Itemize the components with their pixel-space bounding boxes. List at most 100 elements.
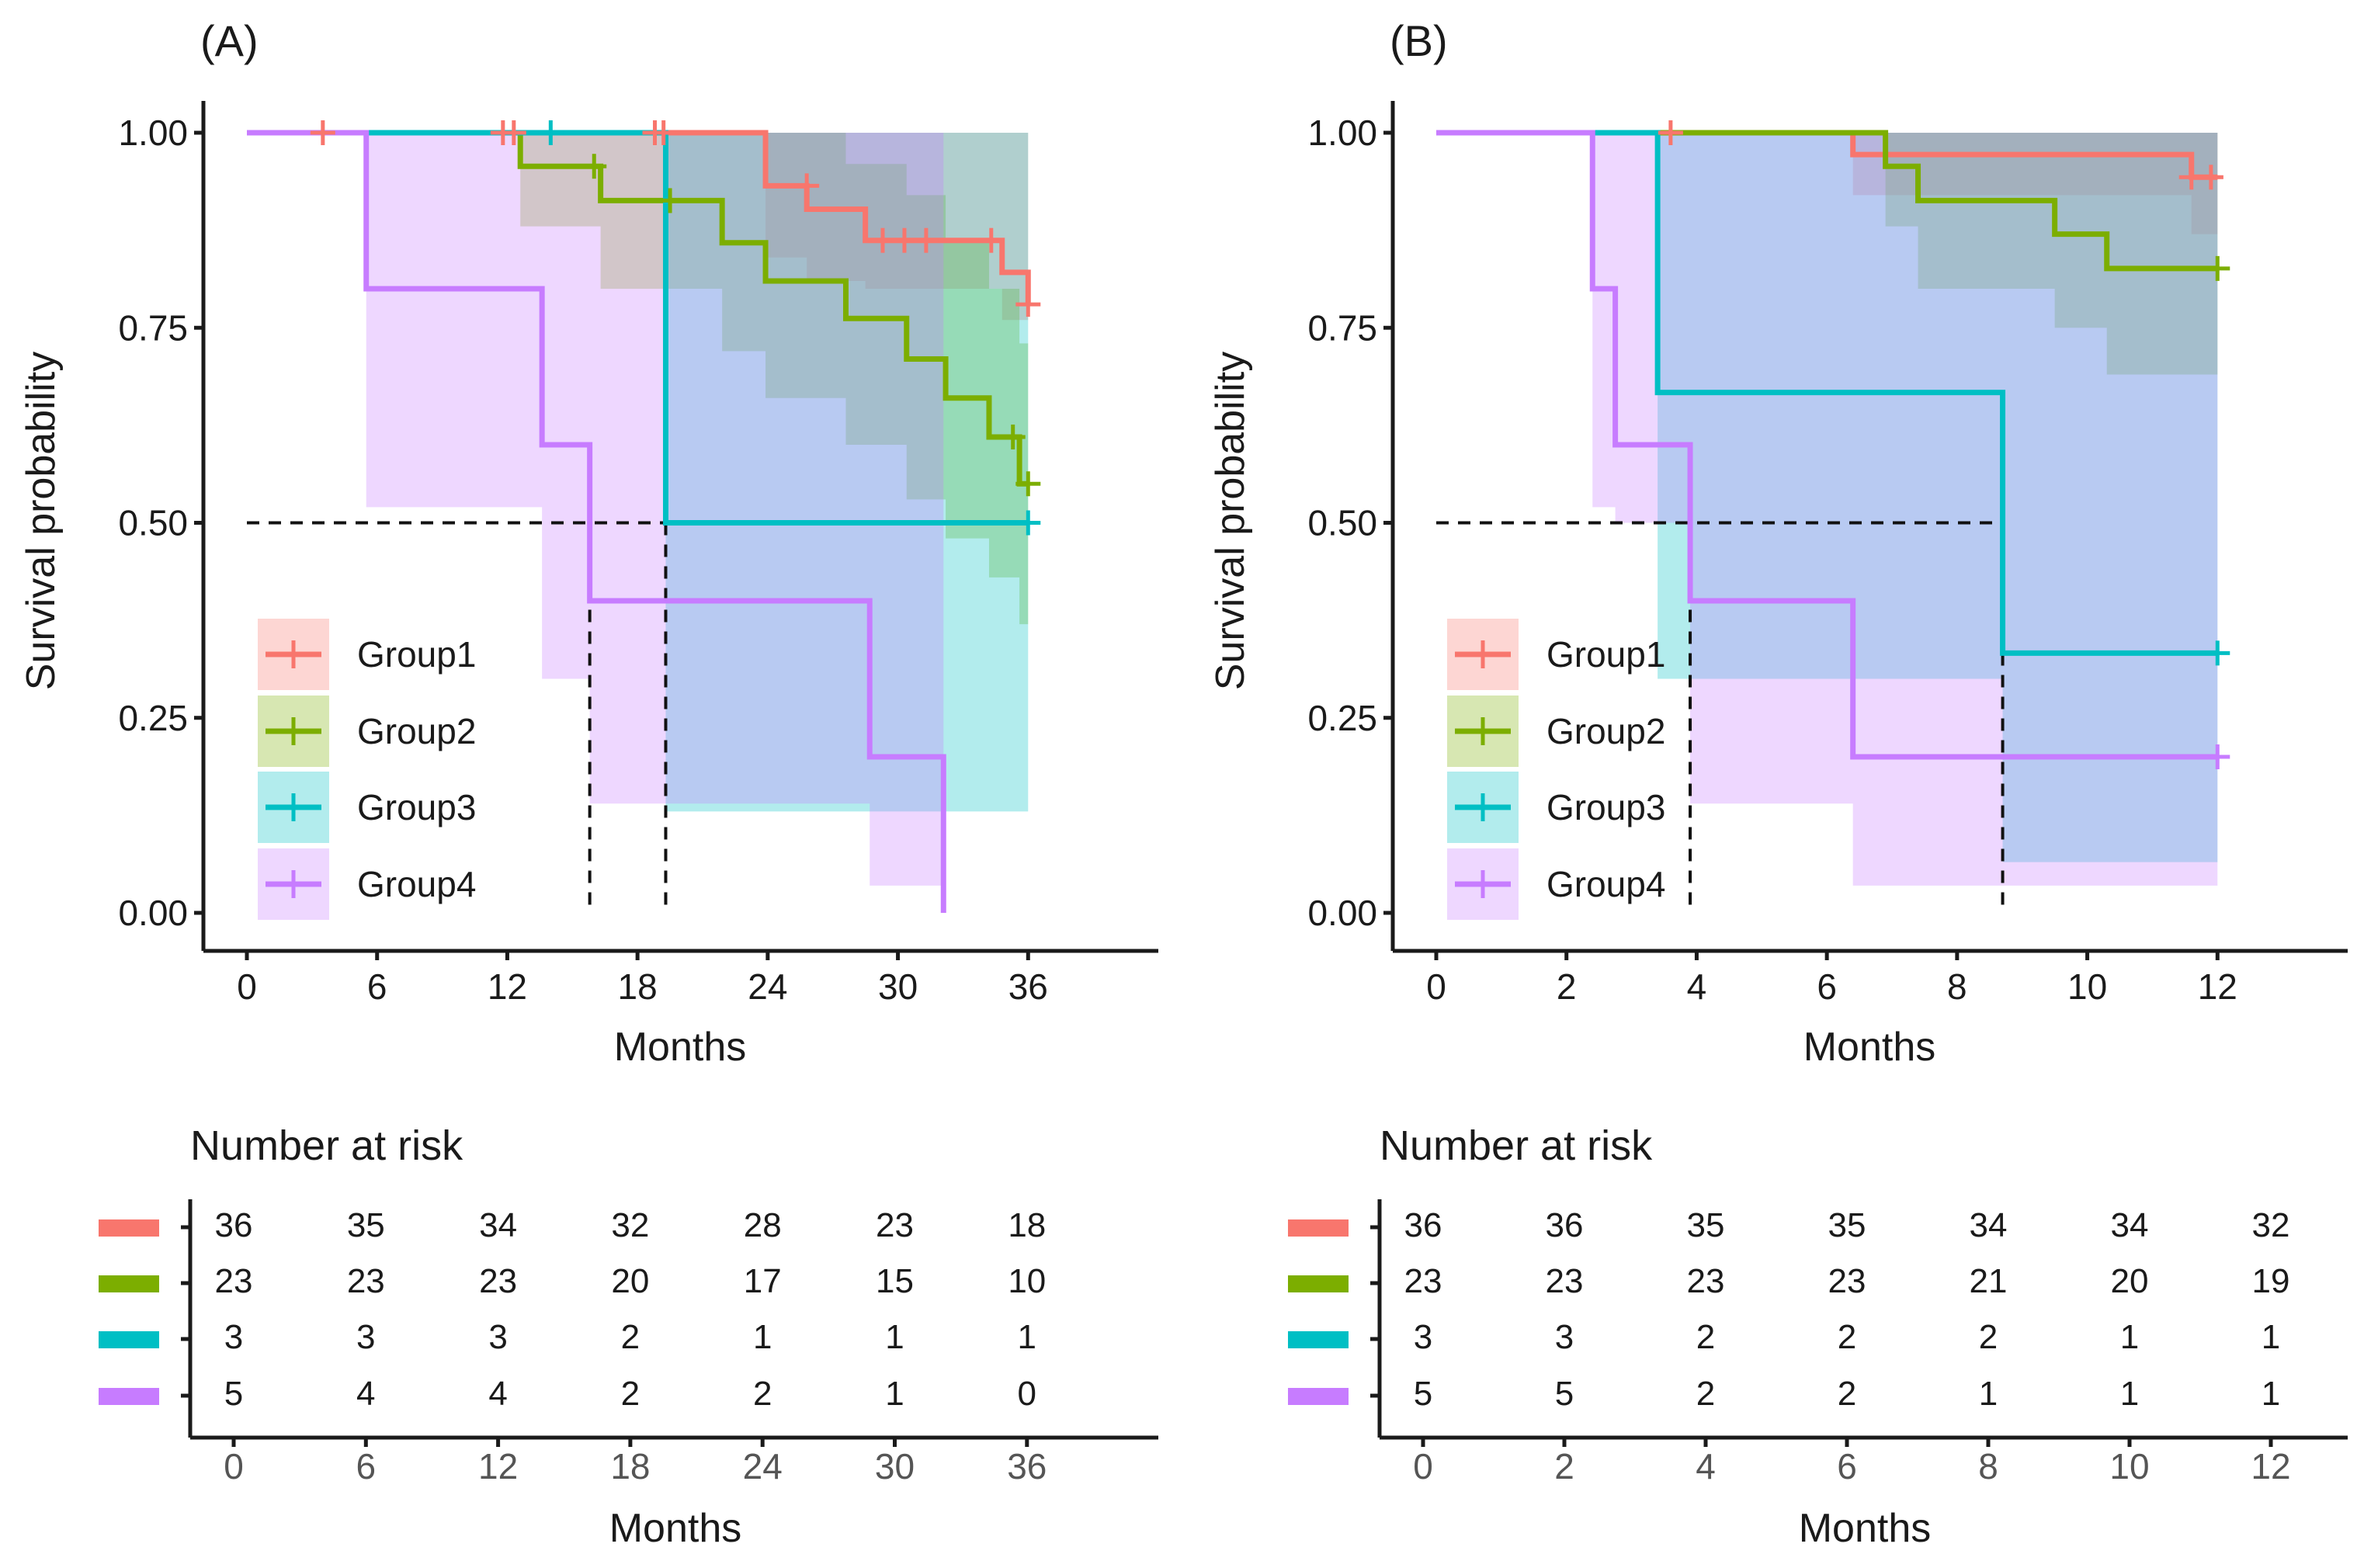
panel-a-censor-group1-5	[651, 120, 676, 145]
panel-b: (B) Survival probability Months Number a…	[1208, 16, 2348, 1551]
panel-a-risk-cell: 4	[488, 1375, 507, 1413]
panel-a-risk-x-axis-title: Months	[609, 1506, 742, 1551]
panel-a-risk-x-tick-label: 30	[875, 1446, 915, 1486]
panel-a-risk-cell: 3	[488, 1318, 507, 1356]
panel-a-censor-group1-6	[794, 173, 820, 199]
panel-a-censor-group3-1	[538, 120, 564, 145]
panel-b-risk-cell: 34	[1970, 1206, 2008, 1244]
panel-b-curve-group3	[1436, 130, 2218, 656]
panel-a-risk-cell: 28	[744, 1206, 782, 1244]
panel-b-censor-group1-3	[2198, 165, 2223, 190]
panel-b-risk-cell: 36	[1546, 1206, 1584, 1244]
panel-b-risk-cell: 35	[1687, 1206, 1725, 1244]
panel-a-risk-cell: 23	[347, 1262, 385, 1300]
panel-a-curve-group1	[247, 130, 1031, 305]
panel-a-legend-label-group1: Group1	[357, 634, 476, 675]
panel-a-censor-group1-10	[978, 227, 1004, 253]
panel-a: (A) Survival probability Months Number a…	[19, 16, 1158, 1551]
panel-b-risk-cell: 1	[1979, 1375, 1998, 1413]
panel-a-risk-cell: 34	[479, 1206, 517, 1244]
panel-b-risk-table: 0362335236233543523226352322834212110342…	[1288, 1199, 2348, 1486]
panel-b-risk-x-tick-label: 12	[2251, 1446, 2290, 1486]
panel-a-risk-cell: 35	[347, 1206, 385, 1244]
panel-b-legend-label-group4: Group4	[1546, 864, 1665, 904]
panel-b-risk-row-key-group1	[1288, 1219, 1349, 1237]
panel-b-risk-cell: 5	[1414, 1375, 1432, 1413]
panel-a-risk-row-key-group4	[99, 1388, 159, 1405]
panel-b-risk-cell: 32	[2252, 1206, 2290, 1244]
panel-a-censor-group1-8	[891, 227, 917, 253]
panel-b-censor-group4-1	[2205, 744, 2230, 769]
panel-a-risk-x-tick-label: 24	[743, 1446, 783, 1486]
panel-a-risk-cell: 15	[876, 1262, 914, 1300]
panel-a-censor-group1-7	[870, 227, 896, 253]
panel-b-x-tick-label: 10	[2067, 966, 2107, 1007]
panel-a-risk-cell: 23	[479, 1262, 517, 1300]
panel-a-ci-band-group2	[247, 133, 1029, 625]
panel-b-risk-cell: 23	[1687, 1262, 1725, 1300]
panel-a-legend-label-group3: Group3	[357, 787, 476, 827]
panel-a-risk-cell: 1	[885, 1375, 904, 1413]
panel-b-y-tick-label: 0.50	[1307, 503, 1377, 543]
panel-b-y-tick-label: 0.00	[1307, 893, 1377, 933]
panel-b-risk-cell: 2	[1696, 1375, 1715, 1413]
panel-b-risk-x-tick-label: 2	[1554, 1446, 1574, 1486]
panel-a-censor-group3-2	[1015, 510, 1041, 536]
panel-a-curve-group4	[247, 130, 946, 913]
panel-b-y-tick-label: 0.75	[1307, 307, 1377, 348]
panel-b-curve-group4	[1436, 130, 2218, 760]
panel-b-risk-cell: 3	[1414, 1318, 1432, 1356]
panel-b-censor-group1-1	[1658, 120, 1683, 145]
panel-b-risk-x-tick-label: 8	[1978, 1446, 1998, 1486]
panel-b-legend: Group1 Group2 Group3 Group4	[1447, 619, 1665, 920]
panel-a-risk-row-key-group3	[99, 1331, 159, 1348]
panel-a-risk-row-key-group2	[99, 1275, 159, 1292]
panel-a-risk-x-tick-label: 0	[224, 1446, 244, 1486]
panel-b-legend-key-group3	[1447, 772, 1519, 843]
panel-b-risk-cell: 23	[1828, 1262, 1866, 1300]
panel-a-censor-group1-9	[913, 227, 939, 253]
panel-a-y-tick-label: 0.75	[118, 307, 188, 348]
panel-a-risk-cell: 36	[215, 1206, 253, 1244]
panel-b-x-tick-label: 6	[1817, 966, 1837, 1007]
panel-a-risk-title: Number at risk	[190, 1122, 463, 1169]
panel-b-risk-cell: 1	[2120, 1318, 2139, 1356]
panel-b-risk-cell: 1	[2120, 1375, 2139, 1413]
panel-b-risk-cell: 34	[2111, 1206, 2149, 1244]
panel-b-risk-row-key-group3	[1288, 1331, 1349, 1348]
panel-b-legend-key-group2	[1447, 696, 1519, 767]
panel-b-legend-label-group2: Group2	[1546, 711, 1665, 751]
panel-b-x-tick-label: 2	[1557, 966, 1577, 1007]
panel-b-legend-label-group3: Group3	[1546, 787, 1665, 827]
panel-b-risk-x-tick-label: 0	[1413, 1446, 1433, 1486]
panel-b-x-tick-label: 4	[1687, 966, 1707, 1007]
panel-b-risk-cell: 36	[1404, 1206, 1442, 1244]
panel-a-y-tick-label: 0.00	[118, 893, 188, 933]
panel-a-risk-cell: 1	[885, 1318, 904, 1356]
panel-a-ci-band-group3	[247, 133, 1029, 812]
panel-a-legend-key-group1	[258, 619, 329, 690]
panel-a-risk-cell: 2	[621, 1375, 640, 1413]
panel-b-risk-row-key-group2	[1288, 1275, 1349, 1292]
panel-b-legend-key-group1	[1447, 619, 1519, 690]
panel-a-x-tick-label: 12	[488, 966, 527, 1007]
panel-b-risk-x-tick-label: 6	[1837, 1446, 1857, 1486]
panel-b-risk-cell: 23	[1404, 1262, 1442, 1300]
panel-a-x-axis-title: Months	[614, 1025, 747, 1070]
panel-a-censor-group2-4	[1015, 471, 1041, 497]
panel-b-risk-cell: 35	[1828, 1206, 1866, 1244]
panel-a-risk-cell: 2	[753, 1375, 772, 1413]
panel-b-ci-band-group2	[1436, 133, 2218, 375]
panel-b-risk-cell: 5	[1555, 1375, 1574, 1413]
panel-a-x-tick-label: 24	[748, 966, 787, 1007]
panel-b-legend-key-group4	[1447, 848, 1519, 920]
panel-a-legend-label-group4: Group4	[357, 864, 476, 904]
panel-a-risk-cell: 10	[1008, 1262, 1046, 1300]
panel-b-curve-group2	[1436, 130, 2218, 272]
panel-b-y-tick-label: 0.25	[1307, 698, 1377, 738]
panel-b-risk-row-key-group4	[1288, 1388, 1349, 1405]
panel-b-risk-cell: 2	[1696, 1318, 1715, 1356]
panel-b-ci-bands	[1436, 133, 2218, 886]
panel-a-ci-band-group4	[247, 133, 944, 886]
panel-b-ci-band-group4	[1436, 133, 2218, 886]
